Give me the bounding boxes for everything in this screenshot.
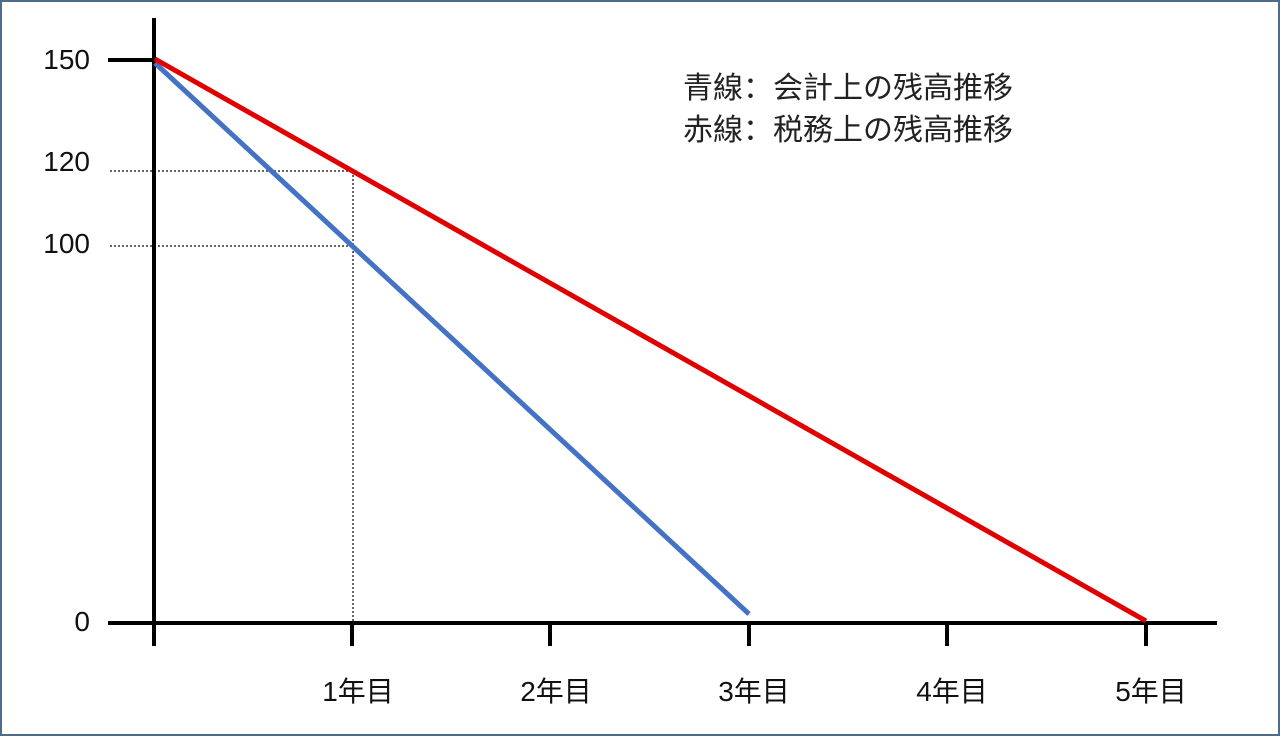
x-label-year3: 3年目 bbox=[718, 676, 790, 707]
y-label-100: 100 bbox=[43, 228, 90, 259]
x-label-year2: 2年目 bbox=[520, 676, 592, 707]
series-tax-red bbox=[153, 56, 1148, 624]
y-label-120: 120 bbox=[43, 146, 90, 177]
y-label-150: 150 bbox=[43, 44, 90, 75]
legend-red-line: 赤線：税務上の残高推移 bbox=[683, 113, 1013, 148]
x-label-year4: 4年目 bbox=[916, 676, 988, 707]
x-label-year5: 5年目 bbox=[1115, 676, 1187, 707]
legend: 青線：会計上の残高推移 赤線：税務上の残高推移 bbox=[683, 68, 1013, 152]
series-accounting-blue bbox=[153, 61, 751, 616]
y-label-0: 0 bbox=[74, 606, 90, 637]
x-label-year1: 1年目 bbox=[322, 676, 394, 707]
legend-blue-line: 青線：会計上の残高推移 bbox=[683, 71, 1013, 106]
